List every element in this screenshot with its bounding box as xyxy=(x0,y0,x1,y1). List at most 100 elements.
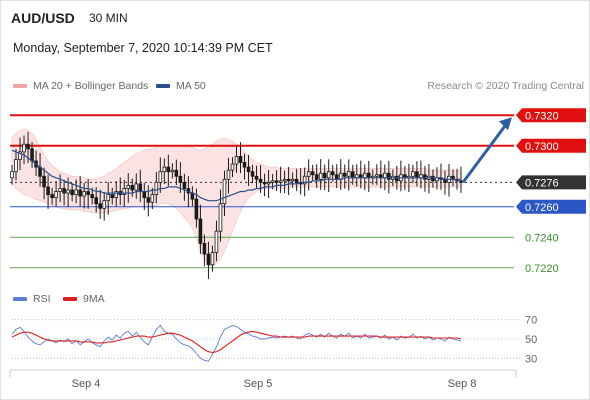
candle-body xyxy=(26,143,30,150)
candle-body xyxy=(362,172,367,179)
candle-body xyxy=(246,166,251,173)
legend-swatch-9ma xyxy=(63,297,77,301)
candle xyxy=(431,169,435,188)
legend-label-ma50: MA 50 xyxy=(176,80,206,92)
candle-body xyxy=(294,178,299,183)
candle-body xyxy=(262,181,267,185)
candle-body xyxy=(342,172,347,177)
candle-body xyxy=(278,180,283,183)
candle xyxy=(46,174,50,209)
candle xyxy=(14,148,18,181)
candle xyxy=(262,173,267,197)
candle-body xyxy=(10,171,14,179)
candle xyxy=(110,187,115,205)
candle-body xyxy=(70,189,74,195)
candle xyxy=(366,160,371,192)
candle xyxy=(102,191,107,221)
candle xyxy=(202,234,207,267)
candle-body xyxy=(74,189,78,195)
candle-body xyxy=(138,183,143,192)
candle-body xyxy=(395,175,399,182)
candle xyxy=(98,189,102,219)
credit-text: Research © 2020 Trading Central xyxy=(427,80,584,92)
candle-body xyxy=(242,162,247,168)
candle xyxy=(22,135,26,165)
legend-item-ma50: MA 50 xyxy=(156,80,206,92)
legend-item-9ma: 9MA xyxy=(63,293,105,305)
candle-body xyxy=(290,178,295,182)
candle xyxy=(126,173,131,203)
candle xyxy=(286,166,291,196)
candle xyxy=(70,183,74,202)
legend-swatch-ma50 xyxy=(156,84,170,88)
candle xyxy=(214,220,219,262)
candle-body xyxy=(54,191,58,199)
candle-body xyxy=(302,175,307,185)
level-label-0.7320: 0.7320 xyxy=(525,110,559,122)
level-label-0.7240: 0.7240 xyxy=(525,232,559,244)
rsi-tick-70: 70 xyxy=(525,315,537,327)
candle-body xyxy=(86,191,90,195)
candle-body xyxy=(238,156,243,163)
candle xyxy=(198,204,203,254)
candle xyxy=(178,162,183,193)
candle xyxy=(427,163,431,194)
legend-swatch-rsi xyxy=(13,297,27,301)
candle-body xyxy=(350,171,355,179)
candle xyxy=(50,187,54,205)
candle xyxy=(106,182,111,215)
candle xyxy=(346,159,351,191)
candle xyxy=(230,157,235,178)
candle-body xyxy=(170,169,175,173)
candle-body xyxy=(154,181,159,195)
candle xyxy=(322,164,327,191)
candle-body xyxy=(423,174,427,180)
candle-body xyxy=(102,200,107,209)
candle-body xyxy=(150,194,155,203)
level-tag-0.7300 xyxy=(516,138,586,153)
level-tag-0.7320 xyxy=(516,108,586,123)
candle-body xyxy=(58,188,62,192)
candle-body xyxy=(174,169,179,177)
candle xyxy=(150,187,155,210)
candle-body xyxy=(334,174,339,180)
candle xyxy=(411,164,415,184)
candle xyxy=(447,163,451,197)
candle xyxy=(162,158,167,185)
candle xyxy=(294,168,299,192)
candle-body xyxy=(166,166,171,173)
candle xyxy=(10,164,14,185)
candle xyxy=(82,182,86,209)
candle xyxy=(42,167,46,200)
candle xyxy=(342,164,347,189)
candle-body xyxy=(66,189,70,194)
candle-body xyxy=(162,166,167,173)
candle xyxy=(318,159,323,190)
candle-body xyxy=(270,180,275,183)
rsi-series-rsi xyxy=(11,324,462,362)
candle-body xyxy=(282,178,287,182)
ma50-line xyxy=(11,149,461,202)
candle xyxy=(242,153,247,180)
rsi-tick-30: 30 xyxy=(525,353,537,365)
candle-body xyxy=(254,175,259,180)
candle-body xyxy=(415,171,419,179)
candle xyxy=(154,171,159,204)
candle xyxy=(146,185,151,217)
candle-body xyxy=(310,171,315,176)
candle-body xyxy=(274,180,279,183)
candle-body xyxy=(306,171,311,177)
candle xyxy=(226,157,231,194)
candle xyxy=(166,154,171,186)
candle-body xyxy=(366,172,371,179)
candle xyxy=(238,142,243,174)
candle-body xyxy=(106,194,111,202)
candle xyxy=(206,241,211,279)
candle xyxy=(278,166,283,193)
candle-body xyxy=(178,175,183,183)
candle-body xyxy=(226,169,231,180)
candle-body xyxy=(318,172,323,180)
candle xyxy=(282,170,287,194)
legend-item-rsi: RSI xyxy=(13,293,51,305)
